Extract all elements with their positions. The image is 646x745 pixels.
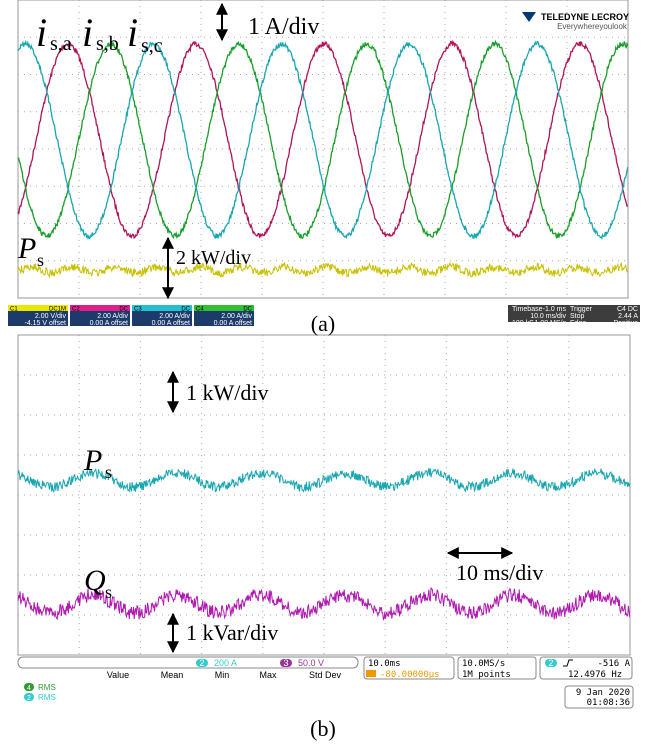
coupling: DC1M: [49, 307, 66, 313]
scale: 1 kVar/div: [186, 620, 278, 645]
header: Std Dev: [309, 670, 342, 680]
trig: Stop: [570, 313, 585, 320]
label: i: [127, 10, 138, 55]
time: 01:08:36: [587, 698, 630, 708]
label: Q: [84, 564, 106, 597]
offset: 0.00 A offset: [152, 320, 190, 327]
scale: 1 kW/div: [186, 380, 269, 405]
caption: (a): [311, 311, 335, 336]
freq: 12.4976 Hz: [568, 670, 622, 680]
tb: 10.0 ms/div: [530, 313, 566, 320]
trig: C4 DC: [617, 306, 638, 313]
level: -516 A: [597, 659, 630, 669]
label: P: [17, 232, 36, 265]
trig: Positive: [613, 320, 638, 327]
trig: 2.44 A: [618, 313, 638, 320]
slogan: Everywhereyoulook: [557, 22, 628, 31]
tag: 3: [283, 658, 288, 668]
header: Min: [215, 670, 230, 680]
tag: 2: [199, 658, 204, 668]
scope-b: [18, 335, 630, 655]
label: s,b: [96, 33, 119, 55]
caption: (b): [310, 716, 336, 741]
tb: -1.0 ms: [543, 306, 567, 313]
label: s: [37, 250, 44, 270]
coupling: DC: [119, 307, 128, 313]
trig: Edge: [570, 320, 586, 327]
rate: 10.0MS/s: [462, 659, 505, 669]
header: Value: [107, 670, 129, 680]
label: i: [82, 10, 93, 55]
label: s,a: [50, 33, 72, 55]
tb: 1.00 MS/s: [534, 320, 566, 327]
label: P: [83, 444, 102, 477]
label: s: [105, 462, 112, 482]
delay: -80.00000µs: [380, 670, 440, 680]
header: Max: [259, 670, 277, 680]
header: Mean: [161, 670, 184, 680]
coupling: DC: [243, 307, 252, 313]
scale: 2.00 A/div: [159, 313, 190, 320]
tag: 2: [548, 658, 553, 668]
mtag: 4: [27, 685, 31, 692]
offset: 0.00 A offset: [90, 320, 128, 327]
trig: Trigger: [570, 306, 593, 313]
date: 9 Jan 2020: [576, 688, 630, 698]
mtag: 2: [27, 695, 31, 702]
label: i: [36, 10, 47, 55]
brand: TELEDYNE LECROY: [541, 12, 629, 22]
offset: 0.00 A offset: [214, 320, 252, 327]
timebase-box: Timebase -1.0 ms 10.0 ms/div 100 kS 1.00…: [508, 305, 640, 327]
coupling: DC: [181, 307, 190, 313]
scale: 2.00 A/div: [97, 313, 128, 320]
tb: 100 kS: [512, 320, 534, 327]
scale: 10 ms/div: [456, 560, 543, 585]
points: 1M points: [462, 670, 511, 680]
scale: 2.00 A/div: [221, 313, 252, 320]
scale: 2 kW/div: [176, 247, 251, 269]
channel-name: C4: [196, 307, 204, 313]
mname: RMS: [38, 693, 56, 702]
label: s: [105, 582, 112, 602]
scale: 1 A/div: [248, 14, 319, 40]
channel-name: C1: [10, 307, 18, 313]
channel-name: C2: [72, 307, 80, 313]
figure: i s,a i s,b i s,c 1 A/div P s 2 kW/div T…: [0, 0, 646, 745]
channel-name: C3: [134, 307, 142, 313]
tb: Timebase: [512, 306, 543, 313]
offset: -4.15 V offset: [24, 320, 66, 327]
scale: 2.00 V/div: [35, 313, 67, 320]
measure-bar: 2 200 A 3 50.0 V Value Mean Min Max Std …: [18, 657, 633, 708]
label: s,c: [141, 35, 163, 57]
tag: 200 A: [214, 658, 237, 668]
mname: RMS: [38, 683, 56, 692]
tb: 10.0ms: [368, 659, 401, 669]
tag: 50.0 V: [298, 658, 324, 668]
